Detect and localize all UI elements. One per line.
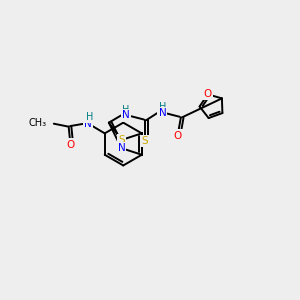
Text: O: O: [66, 140, 74, 149]
Text: N: N: [159, 108, 166, 118]
Text: O: O: [173, 130, 182, 141]
Text: N: N: [118, 143, 125, 153]
Text: H: H: [159, 103, 166, 112]
Text: N: N: [84, 119, 92, 129]
Text: S: S: [142, 136, 148, 146]
Text: H: H: [86, 112, 94, 122]
Text: S: S: [118, 135, 125, 145]
Text: O: O: [204, 89, 212, 99]
Text: N: N: [122, 110, 130, 120]
Text: H: H: [122, 105, 129, 115]
Text: CH₃: CH₃: [29, 118, 47, 128]
